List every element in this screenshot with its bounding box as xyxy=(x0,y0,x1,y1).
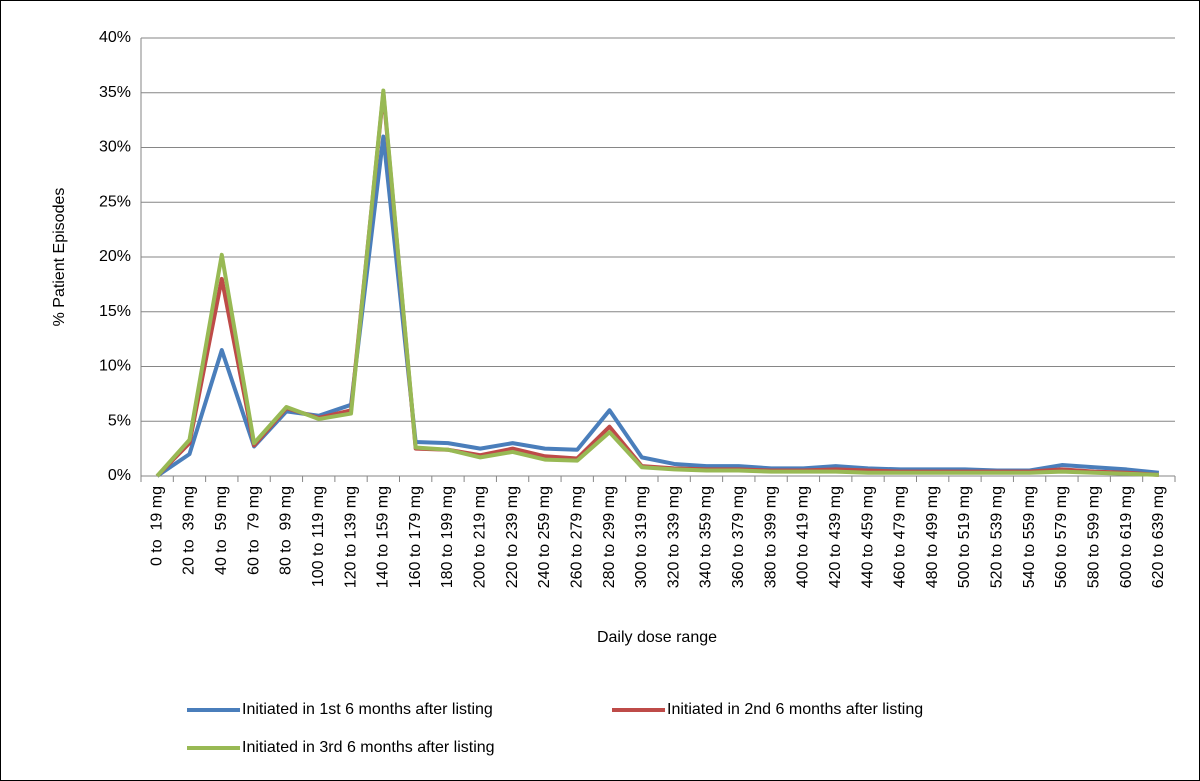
x-tick-label: 480 to 499 mg xyxy=(924,486,941,588)
x-tick-label: 40 to 59 mg xyxy=(213,486,230,575)
x-tick-label: 20 to 39 mg xyxy=(181,486,198,575)
x-tick-label: 280 to 299 mg xyxy=(601,486,618,588)
x-tick-label: 540 to 559 mg xyxy=(1021,486,1038,588)
x-tick-label: 620 to 639 mg xyxy=(1150,486,1167,588)
x-tick-label: 220 to 239 mg xyxy=(504,486,521,588)
series-line xyxy=(155,88,1159,478)
legend-label: Initiated in 3rd 6 months after listing xyxy=(242,739,495,756)
y-tick-label: 10% xyxy=(99,358,131,375)
x-tick-label: 200 to 219 mg xyxy=(472,486,489,588)
x-axis-label: Daily dose range xyxy=(597,629,717,646)
y-tick-label: 35% xyxy=(99,84,131,101)
y-tick-label: 0% xyxy=(108,467,131,484)
x-tick-label: 580 to 599 mg xyxy=(1085,486,1102,588)
legend-label: Initiated in 2nd 6 months after listing xyxy=(667,701,923,718)
y-tick-label: 25% xyxy=(99,193,131,210)
x-tick-label: 120 to 139 mg xyxy=(342,486,359,588)
x-tick-label: 60 to 79 mg xyxy=(245,486,262,575)
x-tick-label: 160 to 179 mg xyxy=(407,486,424,588)
x-tick-label: 240 to 259 mg xyxy=(536,486,553,588)
y-tick-label: 40% xyxy=(99,29,131,46)
y-tick-label: 20% xyxy=(99,248,131,265)
x-tick-label: 440 to 459 mg xyxy=(859,486,876,588)
x-tick-label: 360 to 379 mg xyxy=(730,486,747,588)
y-axis-label: % Patient Episodes xyxy=(51,188,68,327)
x-tick-label: 420 to 439 mg xyxy=(827,486,844,588)
x-tick-label: 100 to 119 mg xyxy=(310,486,327,587)
x-tick-label: 560 to 579 mg xyxy=(1053,486,1070,588)
x-tick-label: 180 to 199 mg xyxy=(439,486,456,588)
y-tick-label: 5% xyxy=(108,412,131,429)
x-tick-label: 460 to 479 mg xyxy=(892,486,909,588)
x-tick-label: 600 to 619 mg xyxy=(1118,486,1135,588)
x-tick-label: 380 to 399 mg xyxy=(762,486,779,588)
x-tick-label: 80 to 99 mg xyxy=(278,486,295,575)
x-tick-label: 500 to 519 mg xyxy=(956,486,973,588)
y-tick-label: 15% xyxy=(99,303,131,320)
x-tick-label: 400 to 419 mg xyxy=(795,486,812,588)
x-tick-label: 340 to 359 mg xyxy=(698,486,715,588)
x-tick-label: 0 to 19 mg xyxy=(148,486,165,566)
x-tick-label: 320 to 339 mg xyxy=(665,486,682,588)
legend-label: Initiated in 1st 6 months after listing xyxy=(242,701,493,718)
x-tick-label: 300 to 319 mg xyxy=(633,486,650,588)
x-tick-label: 260 to 279 mg xyxy=(568,486,585,588)
x-tick-label: 140 to 159 mg xyxy=(375,486,392,588)
x-tick-label: 520 to 539 mg xyxy=(989,486,1006,588)
y-tick-label: 30% xyxy=(99,139,131,156)
